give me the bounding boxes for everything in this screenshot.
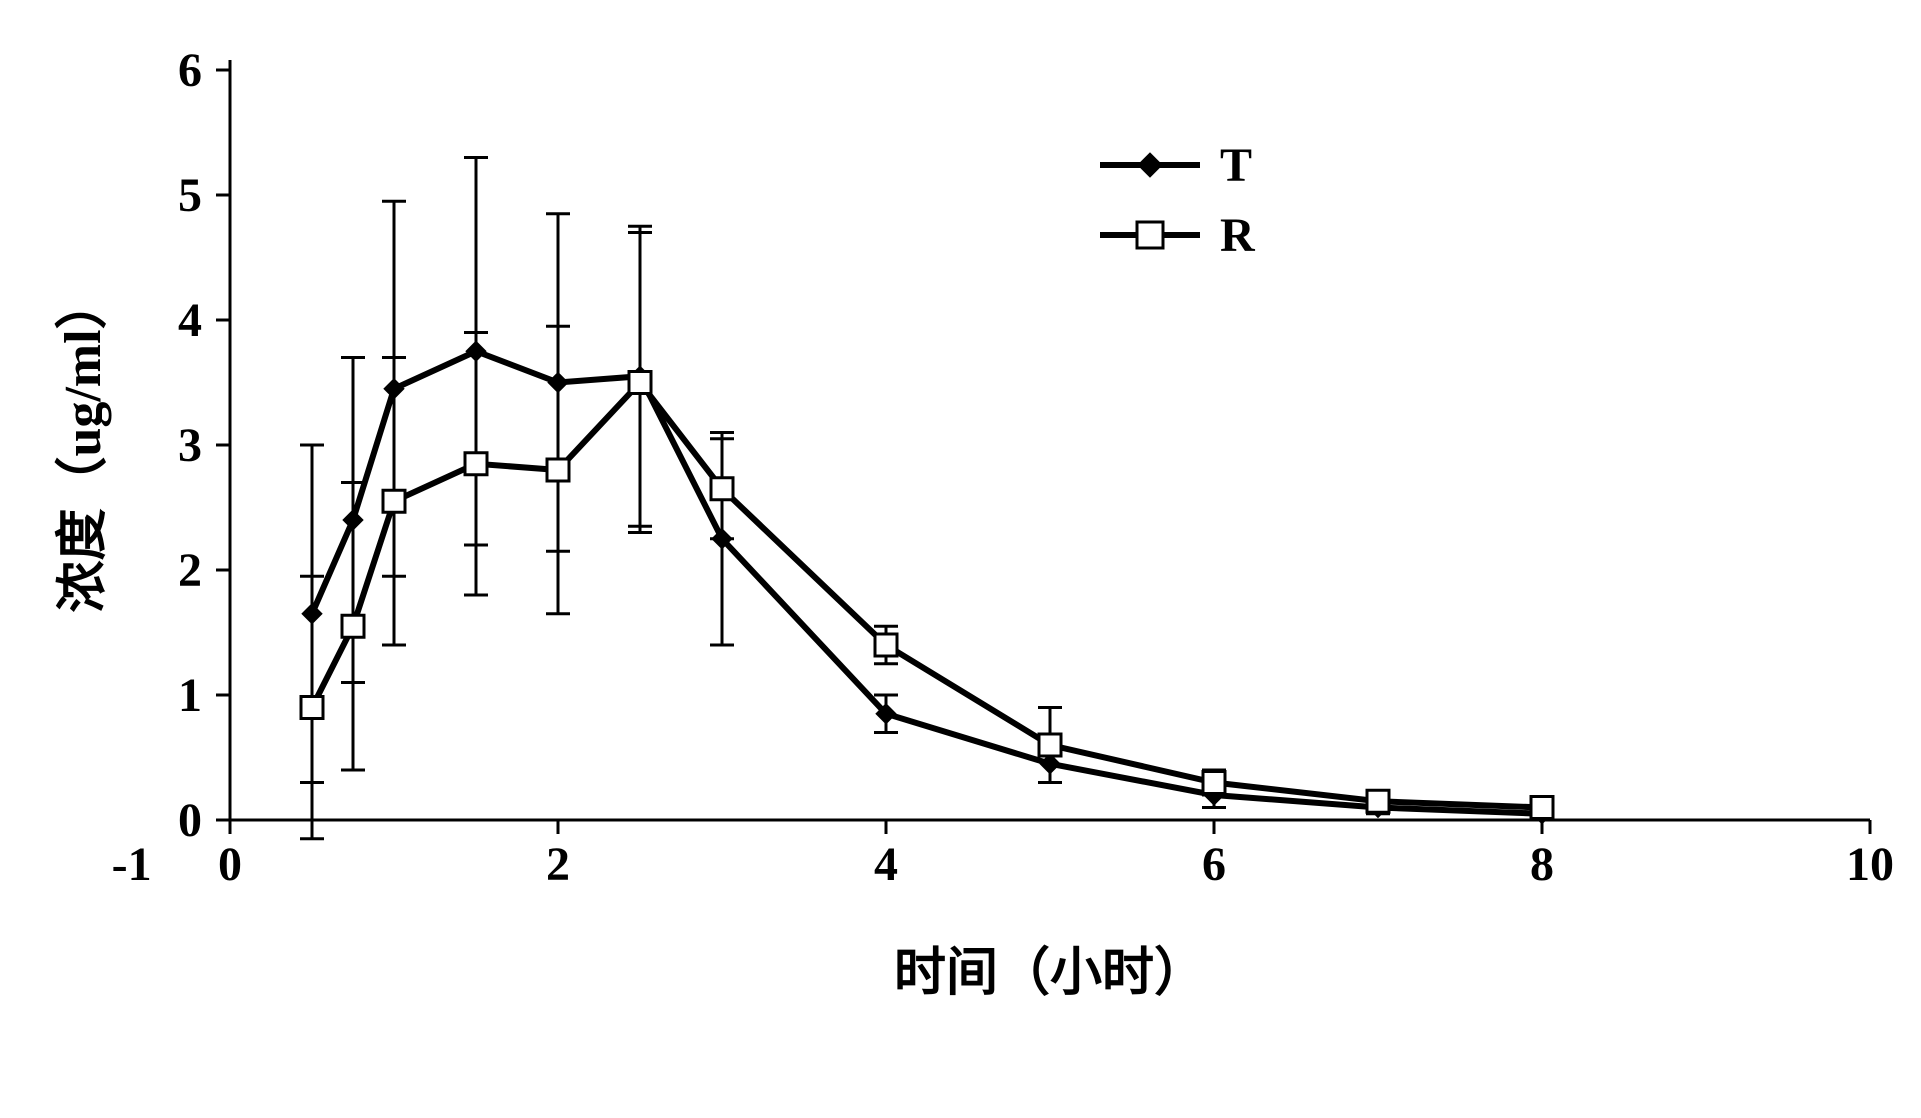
marker-square-R xyxy=(711,478,733,500)
x-tick-label: 10 xyxy=(1846,838,1894,891)
x-tick-label: 0 xyxy=(218,838,242,891)
marker-square-R xyxy=(547,459,569,481)
y-tick-label: 1 xyxy=(178,669,202,722)
marker-square-R xyxy=(1531,797,1553,819)
marker-diamond-T xyxy=(343,510,363,530)
chart-container: 0 2 4 6 8 10 -1 0 1 2 3 4 5 6 时间（小时） 浓度（ug/ml） TR xyxy=(20,20,1921,1098)
x-tick-label: 2 xyxy=(546,838,570,891)
y-tick-label: 6 xyxy=(178,44,202,97)
y-axis-label: 浓度（ug/ml） xyxy=(54,277,112,612)
series-line-T xyxy=(312,351,1542,814)
marker-diamond-legend xyxy=(1138,153,1162,177)
x-tick-label: 4 xyxy=(874,838,898,891)
y-tick-label: 0 xyxy=(178,794,202,847)
marker-square-legend xyxy=(1137,222,1163,248)
marker-square-R xyxy=(1367,790,1389,812)
marker-square-R xyxy=(1039,734,1061,756)
marker-square-R xyxy=(301,697,323,719)
marker-square-R xyxy=(465,453,487,475)
legend-label: T xyxy=(1220,139,1252,192)
x-extra-label: -1 xyxy=(112,838,152,891)
marker-diamond-T xyxy=(548,373,568,393)
y-tick-label: 5 xyxy=(178,169,202,222)
marker-diamond-T xyxy=(466,341,486,361)
marker-square-R xyxy=(342,615,364,637)
y-tick-label: 3 xyxy=(178,419,202,472)
legend: TR xyxy=(1100,139,1256,262)
marker-square-R xyxy=(1203,772,1225,794)
marker-square-R xyxy=(383,490,405,512)
marker-diamond-T xyxy=(302,604,322,624)
marker-diamond-T xyxy=(384,379,404,399)
x-tick-label: 8 xyxy=(1530,838,1554,891)
chart-svg: 0 2 4 6 8 10 -1 0 1 2 3 4 5 6 时间（小时） 浓度（ug/ml） TR xyxy=(20,20,1921,1098)
legend-label: R xyxy=(1220,209,1256,262)
y-tick-label: 4 xyxy=(178,294,202,347)
marker-square-R xyxy=(875,634,897,656)
y-tick-label: 2 xyxy=(178,544,202,597)
x-axis-label: 时间（小时） xyxy=(894,944,1206,1002)
series-line-R xyxy=(312,383,1542,808)
x-tick-label: 6 xyxy=(1202,838,1226,891)
marker-square-R xyxy=(629,372,651,394)
